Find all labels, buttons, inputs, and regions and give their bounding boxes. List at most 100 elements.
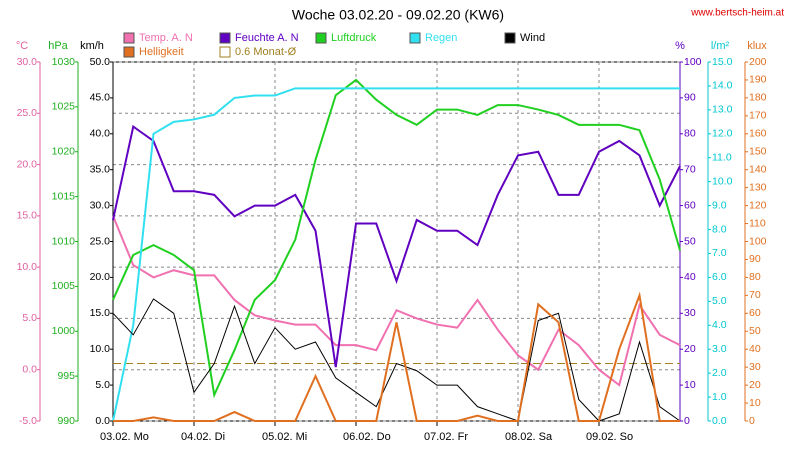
y-tick-label: 60 xyxy=(684,199,696,211)
y-tick-label: 40.0 xyxy=(90,128,111,140)
y-tick-label: 0.0 xyxy=(95,415,110,427)
y-tick-label: 20.0 xyxy=(17,158,38,170)
y-tick-label: 14.0 xyxy=(712,80,733,92)
y-tick-label: 20.0 xyxy=(90,271,111,283)
y-tick-label: 0.0 xyxy=(712,415,727,427)
y-tick-label: 50 xyxy=(684,235,696,247)
legend-label: Luftdruck xyxy=(331,32,377,44)
y-tick-label: 10 xyxy=(684,379,696,391)
y-tick-label: 20 xyxy=(684,343,696,355)
legend-label: Feuchte A. N xyxy=(235,32,299,44)
legend-swatch xyxy=(504,32,516,44)
y-tick-label: 9.0 xyxy=(712,199,727,211)
x-tick-label: 04.02. Di xyxy=(181,431,225,443)
y-tick-label: 200 xyxy=(749,56,767,68)
series-line xyxy=(113,291,680,422)
y-tick-label: 1015 xyxy=(52,190,76,202)
y-tick-label: 80 xyxy=(684,128,696,140)
y-tick-label: 10.0 xyxy=(90,343,111,355)
axis-unit: °C xyxy=(16,40,28,52)
y-tick-label: 1.0 xyxy=(712,391,727,403)
y-tick-label: 8.0 xyxy=(712,223,727,235)
x-tick-label: 07.02. Fr xyxy=(424,431,468,443)
y-tick-label: 80 xyxy=(749,271,761,283)
legend-label: Wind xyxy=(520,32,545,44)
y-tick-label: 110 xyxy=(749,217,766,229)
x-tick-label: 06.02. Do xyxy=(343,431,391,443)
y-tick-label: 3.0 xyxy=(712,343,727,355)
y-tick-label: 120 xyxy=(749,199,767,211)
legend-swatch xyxy=(219,46,231,58)
y-tick-label: 15.0 xyxy=(712,56,733,68)
y-tick-label: 5.0 xyxy=(22,312,37,324)
y-tick-label: 15.0 xyxy=(17,210,38,222)
y-tick-label: 130 xyxy=(749,181,767,193)
y-tick-label: 100 xyxy=(749,235,767,247)
axis-unit: klux xyxy=(747,40,767,52)
legend-label: Helligkeit xyxy=(139,46,184,58)
legend-swatch xyxy=(315,32,327,44)
axis-unit: l/m² xyxy=(711,40,730,52)
y-tick-label: 70 xyxy=(749,289,761,301)
series-line xyxy=(112,87,680,422)
y-tick-label: 0 xyxy=(684,415,690,427)
y-tick-label: 90 xyxy=(749,253,761,265)
series-line xyxy=(112,298,681,422)
y-tick-label: 5.0 xyxy=(95,379,110,391)
y-tick-label: 160 xyxy=(749,128,767,140)
axis-unit: km/h xyxy=(80,40,104,52)
y-tick-label: 1010 xyxy=(52,235,76,247)
series-line xyxy=(112,78,681,399)
y-tick-label: 50.0 xyxy=(90,56,111,68)
y-tick-label: 190 xyxy=(749,74,767,86)
legend-label: Temp. A. N xyxy=(139,32,193,44)
y-tick-label: 170 xyxy=(749,110,767,122)
y-tick-label: 30 xyxy=(684,307,696,319)
y-tick-label: 45.0 xyxy=(90,92,111,104)
axis-unit: % xyxy=(675,40,685,52)
legend-label: 0.6 Monat-Ø xyxy=(235,46,297,58)
chart-title: Woche 03.02.20 - 09.02.20 (KW6) xyxy=(292,7,504,23)
y-tick-label: 30.0 xyxy=(17,56,38,68)
series-line xyxy=(112,215,681,387)
y-tick-label: 995 xyxy=(57,370,75,382)
y-tick-label: 40 xyxy=(749,343,761,355)
plot-area xyxy=(112,61,681,422)
x-tick-label: 03.02. Mo xyxy=(100,431,149,443)
y-tick-label: 10.0 xyxy=(712,175,733,187)
y-tick-label: 30 xyxy=(749,361,761,373)
y-tick-label: 0.0 xyxy=(22,363,37,375)
series-line xyxy=(112,124,681,368)
y-tick-label: 70 xyxy=(684,163,696,175)
legend-swatch xyxy=(409,32,421,44)
y-tick-label: 12.0 xyxy=(712,128,733,140)
y-tick-label: 60 xyxy=(749,307,761,319)
y-tick-label: 20 xyxy=(749,379,761,391)
y-tick-label: 1030 xyxy=(52,56,76,68)
y-tick-label: 10.0 xyxy=(17,261,38,273)
y-tick-label: 990 xyxy=(57,415,75,427)
y-tick-label: 15.0 xyxy=(90,307,111,319)
legend-swatch xyxy=(219,32,231,44)
y-tick-label: -5.0 xyxy=(19,415,37,427)
y-tick-label: 1020 xyxy=(52,146,76,158)
y-tick-label: 11.0 xyxy=(712,152,732,164)
y-tick-label: 1025 xyxy=(52,101,76,113)
y-tick-label: 7.0 xyxy=(712,247,727,259)
y-tick-label: 4.0 xyxy=(712,319,727,331)
legend-swatch xyxy=(123,32,135,44)
y-tick-label: 2.0 xyxy=(712,367,727,379)
y-tick-label: 40 xyxy=(684,271,696,283)
y-tick-label: 25.0 xyxy=(90,235,111,247)
legend-label: Regen xyxy=(425,32,457,44)
x-tick-label: 05.02. Mi xyxy=(262,431,307,443)
source: www.bertsch-heim.at xyxy=(690,8,784,19)
y-tick-label: 10 xyxy=(749,397,761,409)
axis-unit: hPa xyxy=(48,40,68,52)
y-tick-label: 100 xyxy=(684,56,702,68)
y-tick-label: 90 xyxy=(684,92,696,104)
y-tick-label: 25.0 xyxy=(17,107,38,119)
y-tick-label: 5.0 xyxy=(712,295,727,307)
x-tick-label: 08.02. Sa xyxy=(505,431,553,443)
